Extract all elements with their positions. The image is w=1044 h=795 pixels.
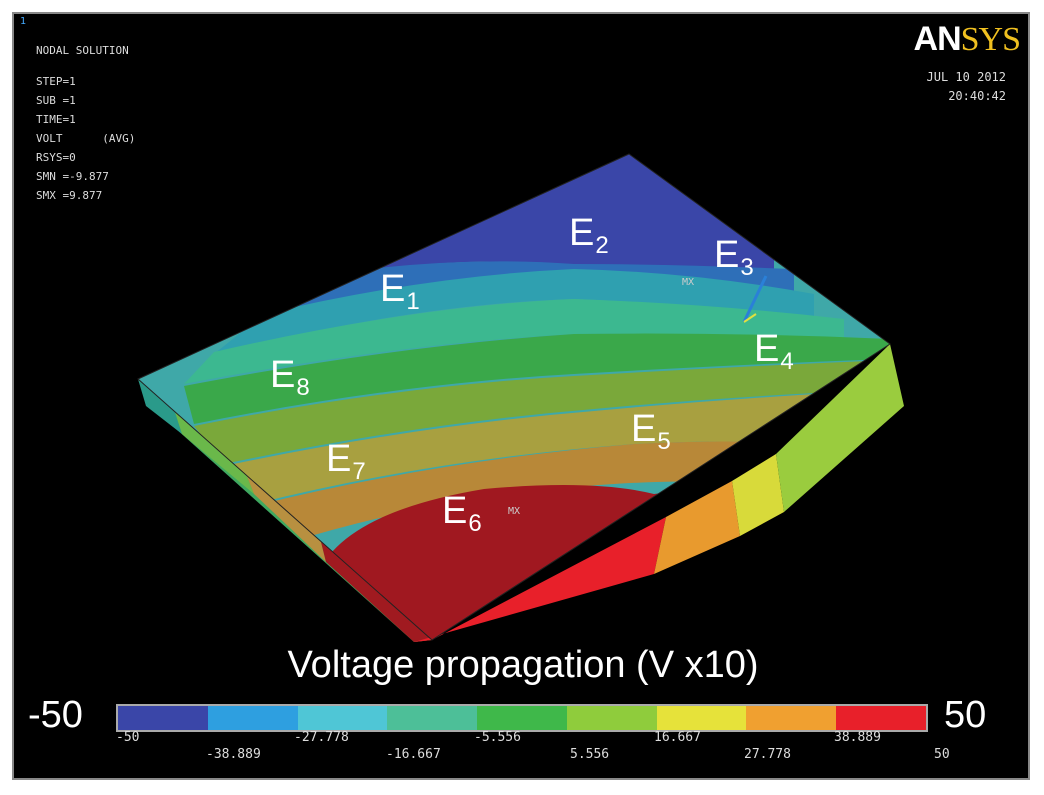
info-line: SMN =-9.877 <box>36 170 109 183</box>
voltage-slab <box>137 153 904 642</box>
legend-swatch <box>207 706 298 730</box>
electrode-label-e5: E5 <box>631 408 671 455</box>
contour-olive <box>194 359 890 464</box>
ansys-logo: ANSYS <box>913 20 1021 59</box>
contour-seagreen <box>184 299 844 384</box>
info-line: NODAL SOLUTION <box>36 44 129 57</box>
info-line: SUB =1 <box>36 94 76 107</box>
mn-marker: MX <box>508 506 521 517</box>
slab-left-face-band <box>244 469 326 562</box>
contour-teal <box>214 269 814 354</box>
legend-tick-top: 38.889 <box>834 730 881 745</box>
date-stamp: JUL 10 2012 <box>926 70 1006 84</box>
window-number: 1 <box>20 16 27 27</box>
figure-title: Voltage propagation (V x10) <box>287 644 759 686</box>
axis-triad <box>743 313 757 323</box>
slab-left-face-band <box>174 409 254 494</box>
legend-tick-top: -27.778 <box>294 730 349 745</box>
info-line: SMX =9.877 <box>36 189 103 202</box>
info-line: STEP=1 <box>36 75 76 88</box>
slab-left-face-band <box>138 379 182 434</box>
legend-tick-bottom: -38.889 <box>206 747 261 762</box>
legend-swatch <box>566 706 657 730</box>
axis-triad <box>742 275 768 323</box>
scale-min-label: -50 <box>28 694 83 736</box>
info-line: RSYS=0 <box>36 151 76 164</box>
contour-khaki <box>224 389 890 504</box>
slab-front-face-yellow <box>732 454 784 536</box>
electrode-label-e3: E3 <box>714 234 754 281</box>
legend-swatch <box>656 706 747 730</box>
mx-marker: MX <box>682 277 695 288</box>
logo-text-an: AN <box>913 20 962 58</box>
legend-swatch <box>746 706 837 730</box>
contour-green <box>184 333 890 424</box>
legend-tick-bottom: 27.778 <box>744 747 791 762</box>
logo-text-sys: SYS <box>960 21 1021 58</box>
slab-top-outline <box>137 153 891 641</box>
legend-tick-top: 16.667 <box>654 730 701 745</box>
slab-front-face-red <box>414 517 666 642</box>
electrode-label-e4: E4 <box>754 328 794 375</box>
electrode-label-e8: E8 <box>270 354 310 401</box>
legend-tick-bottom: 50 <box>934 747 950 762</box>
electrode-label-e7: E7 <box>326 438 366 485</box>
electrode-label-e6: E6 <box>442 490 482 537</box>
legend-swatch <box>297 706 388 730</box>
electrode-label-e1: E1 <box>380 268 420 315</box>
info-line: VOLT (AVG) <box>36 132 136 145</box>
slab-front-face-orange <box>654 481 740 574</box>
contour-blue <box>344 154 774 284</box>
ansys-figure: 1 NODAL SOLUTION STEP=1 SUB =1 TIME=1 VO… <box>12 12 1030 780</box>
info-line: TIME=1 <box>36 113 76 126</box>
color-legend-bar <box>116 704 928 732</box>
slab-front-face-lime <box>776 344 904 512</box>
legend-swatch <box>836 706 927 730</box>
legend-swatch <box>118 706 208 730</box>
legend-swatch <box>477 706 567 730</box>
legend-swatch <box>387 706 478 730</box>
legend-tick-top: -50 <box>116 730 140 745</box>
electrode-label-e2: E2 <box>569 212 609 259</box>
legend-tick-top: -5.556 <box>474 730 521 745</box>
contour-tan <box>254 441 794 544</box>
legend-tick-bottom: -16.667 <box>386 747 441 762</box>
time-stamp: 20:40:42 <box>948 89 1006 103</box>
legend-tick-bottom: 5.556 <box>570 747 610 762</box>
scale-max-label: 50 <box>944 694 987 736</box>
